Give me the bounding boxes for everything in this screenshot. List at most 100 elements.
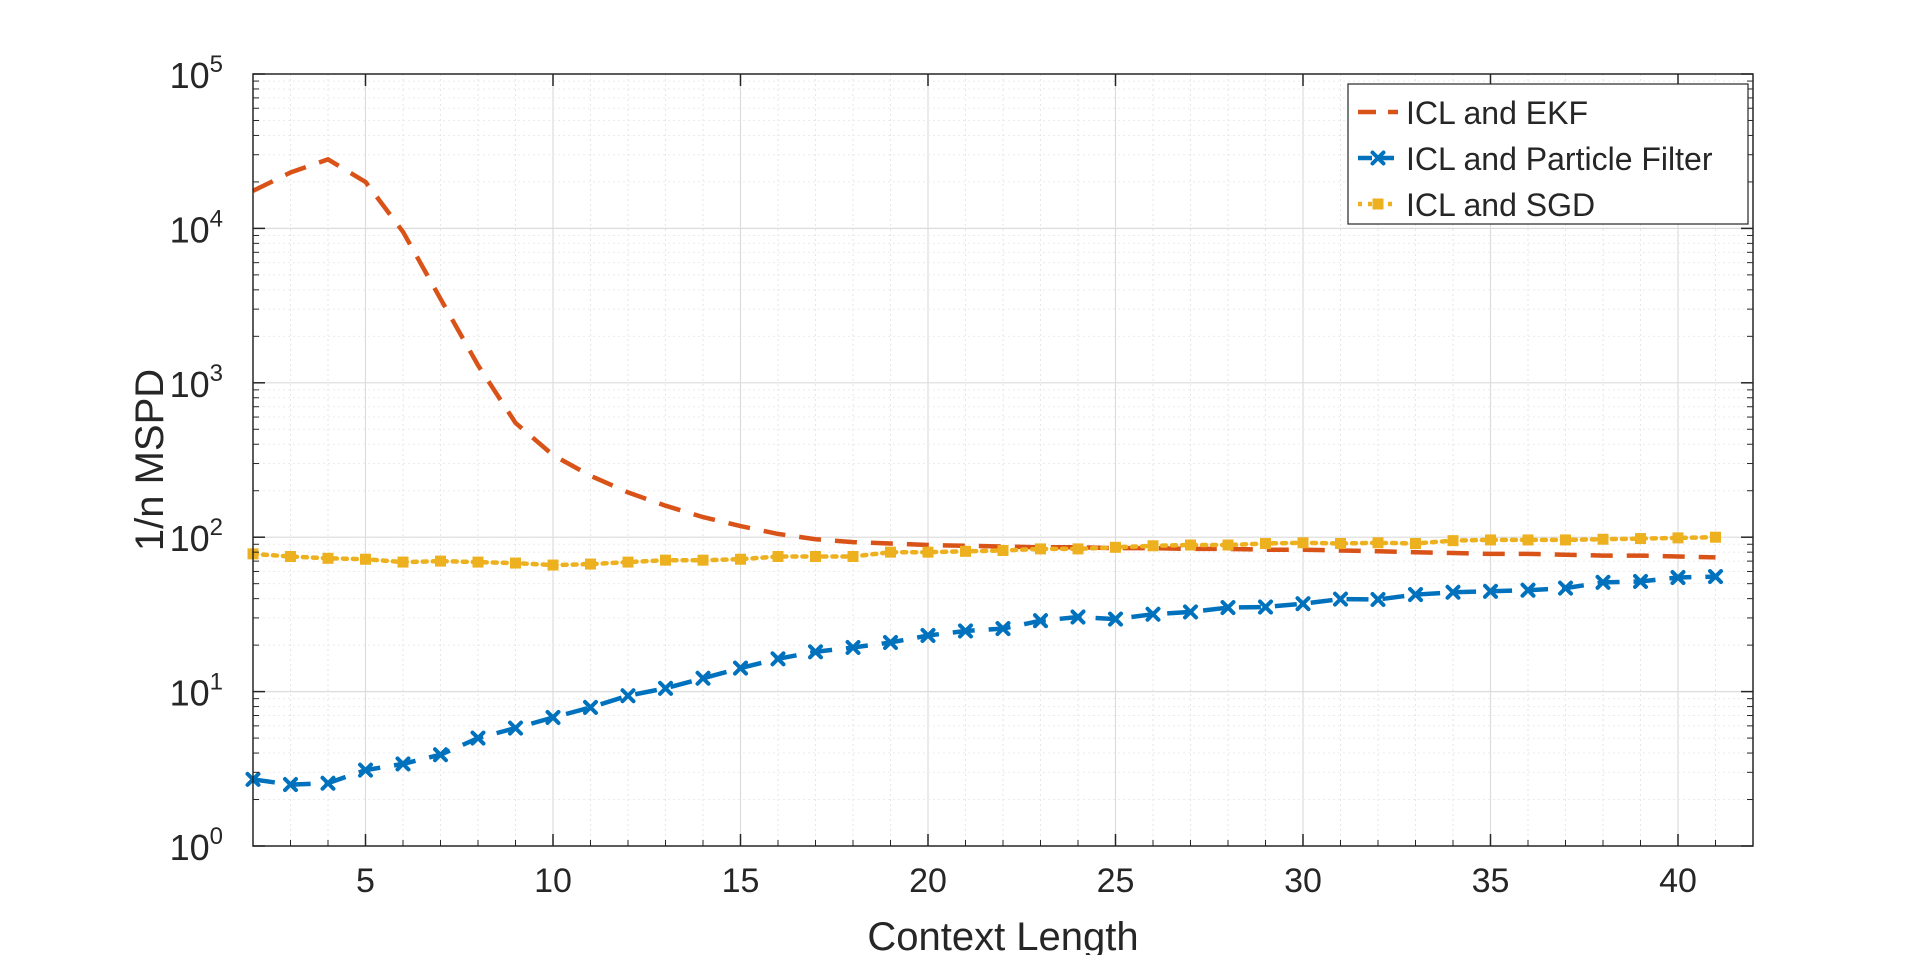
marker-stroke [1183, 604, 1198, 620]
data-point [1372, 537, 1384, 549]
data-point [547, 559, 559, 571]
data-point [508, 720, 523, 736]
data-point [1520, 582, 1536, 598]
marker-stroke [1033, 613, 1048, 629]
data-point [1147, 540, 1159, 552]
data-point [810, 550, 821, 562]
data-point [845, 640, 861, 656]
data-point [1070, 609, 1086, 625]
data-point [1035, 543, 1046, 555]
y-tick-label: 102 [170, 514, 223, 559]
marker-stroke [470, 730, 486, 746]
data-point [920, 627, 936, 643]
x-tick-label: 25 [1097, 862, 1135, 900]
data-point [995, 621, 1011, 637]
marker-stroke [508, 720, 523, 736]
legend-label: ICL and SGD [1406, 187, 1595, 223]
data-point [397, 556, 409, 568]
data-point [1410, 538, 1421, 550]
legend-swatch-marker [1370, 150, 1386, 166]
data-point [1185, 539, 1196, 551]
data-point [735, 553, 746, 565]
marker-stroke [1370, 150, 1386, 166]
data-point [1222, 539, 1234, 551]
data-point [435, 555, 446, 567]
marker-stroke [1295, 596, 1311, 612]
x-tick-label: 30 [1284, 862, 1322, 900]
data-point [1295, 596, 1311, 612]
data-point [695, 670, 711, 686]
data-point [883, 634, 898, 650]
marker-stroke [1558, 580, 1573, 596]
y-tick-label: 101 [170, 669, 223, 714]
data-point [620, 688, 636, 704]
data-point [1220, 600, 1236, 616]
x-tick-label: 10 [534, 862, 572, 900]
data-point [1558, 580, 1573, 596]
marker-stroke [770, 651, 786, 667]
data-point [1445, 584, 1461, 600]
data-point [585, 558, 596, 570]
data-point [470, 730, 486, 746]
legend-label: ICL and Particle Filter [1406, 141, 1713, 177]
data-point [772, 550, 784, 562]
data-point [1408, 587, 1423, 603]
data-point [285, 550, 296, 562]
marker-stroke [1258, 599, 1273, 615]
data-point [1033, 613, 1048, 629]
marker-stroke [1333, 591, 1348, 607]
series-group [245, 156, 1723, 793]
marker-stroke [1633, 573, 1648, 589]
legend-item: ICL and SGD [1358, 187, 1595, 223]
series-icl-and-ekf [252, 156, 1716, 560]
y-axis-label: 1/n MSPD [128, 369, 172, 551]
marker-stroke [658, 680, 673, 696]
data-point [1595, 574, 1611, 590]
data-point [283, 777, 298, 793]
data-point [510, 557, 521, 569]
data-point [1672, 532, 1684, 544]
marker-stroke [395, 756, 411, 772]
data-point [1260, 538, 1271, 550]
marker-stroke [358, 762, 373, 778]
legend: ICL and EKF ICL and Particle Filter ICL an… [1347, 83, 1749, 225]
x-tick-label: 20 [909, 862, 947, 900]
data-point [1483, 583, 1498, 599]
data-point [1560, 534, 1571, 546]
data-point [1485, 534, 1496, 546]
marker-stroke [995, 621, 1011, 637]
marker-stroke [1595, 574, 1611, 590]
data-point [922, 546, 934, 558]
marker-stroke [320, 775, 336, 791]
marker-stroke [1220, 600, 1236, 616]
marker-stroke [1445, 584, 1461, 600]
data-point [1072, 543, 1084, 555]
legend-swatch-marker [1372, 198, 1384, 210]
marker-stroke [1708, 569, 1723, 585]
marker-stroke [545, 709, 561, 725]
marker-stroke [883, 634, 898, 650]
x-axis-label: Context Length [867, 915, 1138, 955]
legend-label: ICL and EKF [1406, 95, 1588, 131]
data-point [1110, 541, 1121, 553]
marker-stroke [1108, 611, 1123, 627]
data-point [583, 699, 598, 715]
marker-stroke [808, 644, 823, 660]
legend-item: ICL and EKF [1358, 95, 1588, 131]
data-point [733, 660, 748, 676]
x-tick-label: 40 [1659, 862, 1697, 900]
series-line [250, 534, 1718, 568]
marker-stroke [620, 688, 636, 704]
data-point [1447, 535, 1459, 547]
marker-stroke [433, 747, 448, 763]
marker-stroke [583, 699, 598, 715]
marker-stroke [1145, 606, 1161, 622]
data-point [322, 552, 334, 564]
x-tick-label: 35 [1472, 862, 1510, 900]
data-point [360, 553, 371, 565]
data-point [1145, 606, 1161, 622]
data-point [1708, 569, 1723, 585]
marker-stroke [1670, 570, 1686, 586]
series-icl-and-sgd [247, 531, 1721, 571]
